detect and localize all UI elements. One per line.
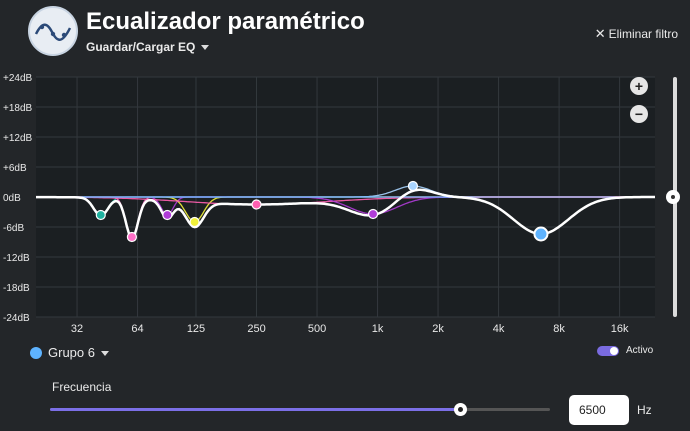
page-title: Ecualizador paramétrico xyxy=(86,8,365,35)
y-axis-labels: +24dB +18dB +12dB +6dB 0dB -6dB -12dB -18dB -24d… xyxy=(3,73,33,324)
active-label: Activo xyxy=(626,345,654,356)
x-tick-label: 16k xyxy=(611,323,629,335)
close-icon: ✕ xyxy=(594,26,606,41)
x-tick-label: 32 xyxy=(71,323,83,335)
save-load-eq-menu[interactable]: Guardar/Cargar EQ xyxy=(86,40,210,54)
eq-chart[interactable]: +24dB +18dB +12dB +6dB 0dB -6dB -12dB -18dB -24d… xyxy=(0,70,690,340)
x-axis-labels: 32 64 125 250 500 1k 2k 4k 8k 16k xyxy=(71,323,629,335)
total-eq-curve xyxy=(36,188,655,240)
caret-down-icon xyxy=(201,45,210,51)
y-tick-label: -18dB xyxy=(3,283,30,294)
x-tick-label: 4k xyxy=(493,323,505,335)
x-tick-label: 64 xyxy=(131,323,143,335)
band-handle[interactable] xyxy=(189,216,200,228)
band-handles[interactable] xyxy=(95,180,549,243)
y-tick-label: +12dB xyxy=(3,133,33,144)
frequency-input[interactable] xyxy=(569,395,629,425)
x-tick-label: 125 xyxy=(187,323,205,335)
frequency-slider-thumb[interactable] xyxy=(454,403,467,416)
x-tick-label: 1k xyxy=(372,323,384,335)
save-load-eq-label: Guardar/Cargar EQ xyxy=(86,40,196,54)
remove-filter-button[interactable]: ✕ Eliminar filtro xyxy=(595,26,678,42)
x-tick-label: 500 xyxy=(308,323,326,335)
frequency-slider-fill xyxy=(50,408,460,411)
group-label: Grupo 6 xyxy=(48,345,95,360)
wave-eq-icon xyxy=(28,6,78,56)
band-handle[interactable] xyxy=(367,208,379,220)
x-tick-label: 2k xyxy=(432,323,444,335)
y-tick-label: 0dB xyxy=(3,193,21,204)
x-tick-label: 250 xyxy=(247,323,265,335)
frequency-label: Frecuencia xyxy=(52,380,112,394)
group-color-dot xyxy=(30,347,42,359)
frequency-slider-track[interactable] xyxy=(50,408,550,411)
y-tick-label: -24dB xyxy=(3,313,30,324)
caret-down-icon xyxy=(100,351,109,357)
group-selector[interactable]: Grupo 6 xyxy=(30,345,109,360)
y-tick-label: +18dB xyxy=(3,103,33,114)
zoom-out-button[interactable]: − xyxy=(630,105,648,123)
remove-filter-label: Eliminar filtro xyxy=(608,27,678,41)
active-toggle[interactable] xyxy=(597,346,619,356)
band-handle[interactable] xyxy=(251,199,262,210)
y-tick-label: +6dB xyxy=(3,163,27,174)
y-tick-label: +24dB xyxy=(3,73,33,84)
header: Ecualizador paramétrico Guardar/Cargar E… xyxy=(0,0,690,70)
y-tick-label: -6dB xyxy=(3,223,24,234)
zoom-in-button[interactable]: + xyxy=(630,77,648,95)
x-tick-label: 8k xyxy=(553,323,565,335)
y-tick-label: -12dB xyxy=(3,253,30,264)
band-handle[interactable] xyxy=(126,231,138,243)
gain-slider-thumb[interactable] xyxy=(666,190,680,204)
frequency-unit: Hz xyxy=(637,403,652,417)
band-handle[interactable] xyxy=(533,226,549,242)
band-handle[interactable] xyxy=(407,180,419,192)
band-handle[interactable] xyxy=(162,209,173,221)
band-handle[interactable] xyxy=(95,209,106,221)
